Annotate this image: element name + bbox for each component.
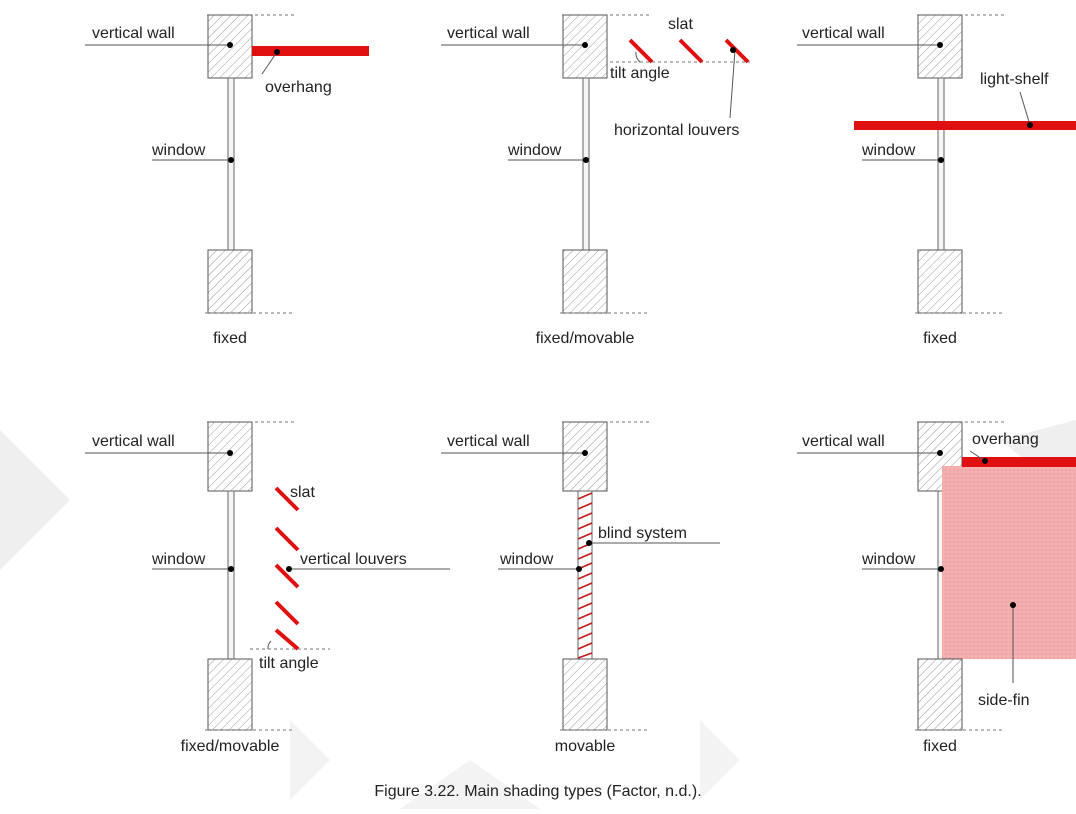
window-label: window <box>151 551 206 568</box>
marker <box>583 157 589 163</box>
wall-block <box>562 421 608 492</box>
element-label: blind system <box>598 525 687 542</box>
overhang-slab <box>962 457 1076 467</box>
louver-slat <box>274 628 300 651</box>
marker <box>730 47 736 53</box>
window-pane <box>937 77 945 251</box>
overhang-label: overhang <box>972 431 1039 448</box>
marker <box>228 157 234 163</box>
marker <box>937 42 943 48</box>
window-label: window <box>861 551 916 568</box>
marker <box>586 540 592 546</box>
louver-slat <box>628 38 654 64</box>
leader <box>729 49 736 119</box>
leader <box>261 51 278 75</box>
type-label: fixed/movable <box>536 330 635 347</box>
tilt-arc <box>635 51 641 63</box>
wall-label: vertical wall <box>447 25 530 42</box>
marker <box>582 450 588 456</box>
panel-vertical-louvers: vertical wall slat window vertical louve… <box>85 421 450 755</box>
marker <box>227 450 233 456</box>
window-label: window <box>861 142 916 159</box>
marker <box>1010 602 1016 608</box>
panel-overhang: vertical wall overhang window fixed <box>85 14 369 347</box>
sill-block <box>562 658 608 731</box>
louver-slat <box>678 38 704 64</box>
marker <box>937 450 943 456</box>
louver-slat <box>274 526 300 552</box>
side-fin-area <box>942 466 1076 659</box>
marker <box>286 566 292 572</box>
marker <box>274 49 280 55</box>
window-pane <box>227 490 235 660</box>
panel-horizontal-louvers: vertical wall slat tilt angle horizontal… <box>441 14 750 347</box>
marker <box>227 42 233 48</box>
sill-block <box>917 658 963 731</box>
marker <box>582 42 588 48</box>
marker <box>982 458 988 464</box>
element-label: overhang <box>265 79 332 96</box>
slat-label: slat <box>290 484 315 501</box>
sill-block <box>562 249 608 314</box>
tilt-arc <box>267 640 272 650</box>
leader <box>1019 91 1031 126</box>
panel-light-shelf: vertical wall light-shelf window fixed <box>797 14 1076 347</box>
wall-label: vertical wall <box>92 25 175 42</box>
louver-slat <box>724 38 750 64</box>
window-pane <box>227 77 235 251</box>
element-label: vertical louvers <box>300 551 407 568</box>
caption-label: Figure 3.22. <box>374 783 459 800</box>
sill-block <box>917 249 963 314</box>
figure-caption: Figure 3.22. Main shading types (Factor,… <box>374 783 701 800</box>
panel-blind-system: vertical wall blind system window movabl… <box>441 421 720 755</box>
light-shelf-slab <box>854 121 1076 130</box>
window-label: window <box>151 142 206 159</box>
window-label: window <box>507 142 562 159</box>
caption-text: Main shading types (Factor, n.d.). <box>460 783 702 800</box>
wall-label: vertical wall <box>92 433 175 450</box>
type-label: fixed <box>923 738 957 755</box>
marker <box>938 157 944 163</box>
window-label: window <box>499 551 554 568</box>
wall-label: vertical wall <box>447 433 530 450</box>
wall-label: vertical wall <box>802 25 885 42</box>
marker <box>938 566 944 572</box>
sill-block <box>207 249 253 314</box>
louver-slat <box>274 563 300 589</box>
element-label: light-shelf <box>980 71 1049 88</box>
tilt-label: tilt angle <box>610 65 670 82</box>
slat-label: slat <box>668 16 693 33</box>
leader <box>969 450 986 462</box>
type-label: fixed <box>213 330 247 347</box>
element-label: side-fin <box>978 692 1030 709</box>
panel-side-fin: vertical wall overhang window side-fin f… <box>797 421 1076 755</box>
type-label: fixed/movable <box>181 738 280 755</box>
marker <box>576 566 582 572</box>
overhang-slab <box>252 46 369 56</box>
tilt-label: tilt angle <box>259 655 319 672</box>
marker <box>1027 122 1033 128</box>
type-label: movable <box>555 738 616 755</box>
element-label: horizontal louvers <box>614 122 739 139</box>
louver-slat <box>274 600 300 626</box>
sill-block <box>207 658 253 731</box>
wall-block <box>207 421 253 492</box>
wall-block <box>562 14 608 79</box>
wall-label: vertical wall <box>802 433 885 450</box>
louver-slat <box>274 486 300 512</box>
marker <box>228 566 234 572</box>
type-label: fixed <box>923 330 957 347</box>
watermark <box>0 420 1076 809</box>
window-pane <box>582 77 590 251</box>
